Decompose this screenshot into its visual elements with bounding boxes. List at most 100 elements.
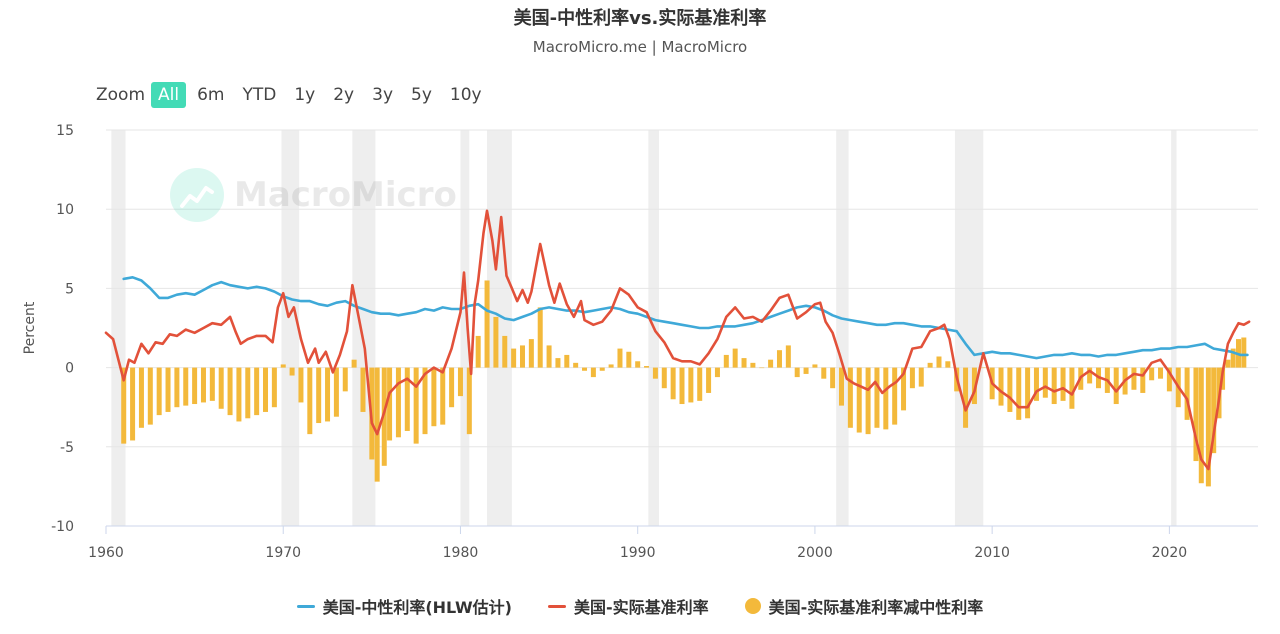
rate-gap-bar (626, 351, 632, 368)
rate-gap-bar (466, 367, 472, 435)
rate-gap-bar (374, 367, 380, 482)
rate-gap-bar (927, 362, 933, 368)
rate-gap-bar (1184, 367, 1190, 420)
rate-gap-bar (830, 367, 836, 389)
rate-gap-bar (874, 367, 880, 428)
rate-gap-bar (865, 367, 871, 435)
rate-gap-bar (776, 350, 782, 368)
rate-gap-bar (1025, 367, 1031, 419)
y-axis-label: Percent (22, 301, 38, 354)
rate-gap-bar (1149, 367, 1155, 381)
rate-gap-bar (883, 367, 889, 430)
rate-gap-bar (289, 367, 295, 376)
rate-gap-bar (298, 367, 304, 403)
rate-gap-bar (1211, 367, 1217, 454)
zoom-button-1y[interactable]: 1y (294, 85, 316, 105)
rate-gap-bar (537, 307, 543, 368)
rate-gap-bar (360, 367, 366, 412)
zoom-button-ytd[interactable]: YTD (242, 85, 277, 105)
legend-item-real-rate[interactable]: 美国-实际基准利率 (547, 594, 709, 618)
rate-gap-bar (511, 348, 517, 368)
rate-gap-bar (316, 367, 322, 424)
rate-gap-bar (1230, 348, 1236, 368)
y-tick-label: 0 (65, 361, 74, 377)
rate-gap-bar (723, 354, 729, 368)
y-tick-label: 15 (56, 123, 74, 139)
rate-gap-bar (856, 367, 862, 433)
rate-gap-bar (582, 367, 588, 371)
chart-plot-area[interactable]: 15 10 5 0 -5 -10 1960 1970 1980 1990 2000 2010 2020 P… (0, 0, 1280, 590)
x-tick-label: 2010 (974, 545, 1010, 561)
y-tick-label: -10 (51, 519, 74, 535)
rate-gap-bar (803, 367, 809, 374)
rate-gap-bar (1113, 367, 1119, 405)
rate-gap-bar (608, 364, 614, 368)
rate-gap-bar (449, 367, 455, 408)
rate-gap-bar (821, 367, 827, 379)
rate-gap-bar (847, 367, 853, 428)
rate-gap-bar (493, 316, 499, 368)
rate-gap-bar (892, 367, 898, 425)
legend-item-rate-gap[interactable]: 美国-实际基准利率减中性利率 (744, 594, 983, 618)
recession-band (954, 130, 984, 526)
rate-gap-bar (785, 345, 791, 368)
recession-band (1171, 130, 1177, 526)
rate-gap-bar (457, 367, 463, 397)
zoom-button-3y[interactable]: 3y (372, 85, 394, 105)
rate-gap-bar (1193, 367, 1199, 462)
rate-gap-bar (1033, 367, 1039, 401)
rate-gap-bar (732, 348, 738, 368)
rate-gap-bar (670, 367, 676, 400)
rate-gap-bar (200, 367, 206, 403)
rate-gap-bar (280, 364, 286, 368)
rate-gap-bar (165, 367, 171, 412)
rate-gap-bar (555, 358, 561, 368)
rate-gap-bar (688, 367, 694, 403)
rate-gap-bar (759, 367, 765, 369)
zoom-button-10y[interactable]: 10y (449, 85, 482, 105)
rate-gap-bar (431, 367, 437, 427)
x-tick-label: 1970 (265, 545, 301, 561)
rate-gap-bar (679, 367, 685, 405)
x-tick-label: 2000 (797, 545, 833, 561)
zoom-button-all[interactable]: All (151, 82, 187, 108)
rate-gap-bar (381, 367, 387, 466)
rate-gap-bar (1205, 367, 1211, 487)
rate-gap-bar (1060, 367, 1066, 401)
rate-gap-bar (475, 335, 481, 368)
rate-gap-bar (333, 367, 339, 417)
y-tick-label: 10 (56, 202, 74, 218)
legend-item-neutral-rate[interactable]: 美国-中性利率(HLW估计) (296, 594, 512, 618)
recession-band (111, 130, 126, 526)
rate-gap-bar (209, 367, 215, 401)
rate-gap-bar (599, 367, 605, 371)
rate-gap-bar (1007, 367, 1013, 412)
rate-gap-bar (1241, 337, 1247, 368)
zoom-button-6m[interactable]: 6m (197, 85, 225, 105)
rate-gap-bar (263, 367, 269, 412)
rate-gap-bar (183, 367, 189, 406)
rate-gap-bar (1016, 367, 1022, 420)
rate-gap-bar (325, 367, 331, 422)
rate-gap-bar (901, 367, 907, 411)
rate-gap-bar (1042, 367, 1048, 398)
zoom-bar: Zoom All 6m YTD 1y 2y 3y 5y 10y (96, 80, 493, 110)
rate-gap-bar (404, 367, 410, 431)
rate-gap-bar (1225, 359, 1231, 368)
rate-gap-bar (147, 367, 153, 425)
chart-title: 美国-中性利率vs.实际基准利率 (513, 8, 767, 29)
zoom-button-5y[interactable]: 5y (411, 85, 432, 105)
rate-gap-bar (307, 367, 313, 435)
zoom-button-2y[interactable]: 2y (333, 85, 355, 105)
rate-gap-bar (714, 367, 720, 378)
rate-gap-bar (1051, 367, 1057, 405)
zoom-label: Zoom (96, 85, 146, 105)
rate-gap-bar (750, 362, 756, 368)
rate-gap-bar (768, 359, 774, 368)
rate-gap-bar (661, 367, 667, 389)
rate-gap-bar (271, 367, 277, 408)
rate-gap-bar (980, 367, 986, 369)
chart-legend: 美国-中性利率(HLW估计) 美国-实际基准利率 美国-实际基准利率减中性利率 (0, 594, 1280, 618)
rate-gap-bar (1166, 367, 1172, 392)
rate-gap-bar (644, 366, 650, 368)
